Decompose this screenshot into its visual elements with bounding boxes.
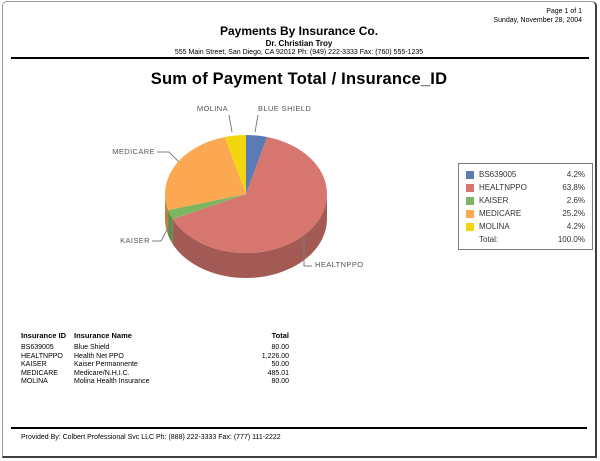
- report-date: Sunday, November 28, 2004: [493, 17, 582, 24]
- table-cell: Molina Health Insurance: [74, 378, 150, 386]
- pie-slice-label: BLUE SHIELD: [258, 104, 312, 113]
- pie-slice-label: HEALTNPPO: [315, 260, 364, 269]
- legend-item: MEDICARE 25.2%: [466, 207, 585, 220]
- table-cell: Health Net PPO: [74, 352, 124, 360]
- table-cell: 50.00: [271, 361, 289, 369]
- legend-item: BS639005 4.2%: [466, 168, 585, 181]
- table-row: MOLINA Molina Health Insurance 80.00: [21, 378, 289, 387]
- company-name: Payments By Insurance Co.: [219, 24, 379, 38]
- table-row: MEDICARE Medicare/N.H.I.C. 485.01: [21, 370, 289, 379]
- table-cell: 1,226.00: [261, 352, 289, 360]
- pie-slice-label: MEDICARE: [112, 147, 155, 156]
- pie-chart-svg: [152, 114, 327, 278]
- table-cell: KAISER: [21, 361, 47, 369]
- doctor-name: Dr. Christian Troy: [265, 39, 333, 48]
- pie-slice: [172, 137, 327, 253]
- legend-label: MOLINA: [479, 222, 510, 231]
- table-cell: 485.01: [267, 369, 289, 377]
- leader-line-healtnppo: [303, 236, 312, 267]
- legend-value: 4.2%: [566, 222, 585, 231]
- pie-slice-label: MOLINA: [196, 104, 228, 113]
- pie-slice-label: KAISER: [120, 236, 150, 245]
- legend-value: 2.6%: [566, 196, 585, 205]
- pie-slice: [165, 137, 246, 211]
- legend-swatch: [466, 183, 474, 192]
- table-header: Insurance Name: [74, 331, 132, 340]
- legend-item: MOLINA 4.2%: [466, 220, 585, 233]
- pie-slice-side: [165, 194, 169, 236]
- page-number: Page 1 of 1: [546, 8, 582, 15]
- table-cell: BS639005: [21, 344, 54, 351]
- legend-label: KAISER: [479, 196, 509, 205]
- footer-divider: [11, 427, 587, 429]
- table-cell: MEDICARE: [21, 369, 58, 377]
- chart-title: Sum of Payment Total / Insurance_ID: [150, 70, 448, 88]
- legend-item: KAISER 2.6%: [466, 194, 585, 207]
- leader-line-molina: [228, 114, 233, 133]
- pie-slice: [168, 194, 246, 220]
- table-cell: 80.00: [271, 378, 289, 386]
- legend-swatch: [466, 170, 474, 179]
- table-cell: Kaiser Permannente: [74, 361, 138, 369]
- footer-text: Provided By: Colbert Professional Svc LL…: [21, 434, 281, 441]
- legend-value: 25.2%: [562, 209, 585, 218]
- summary-table: Insurance ID Insurance Name Total BS639005 B…: [21, 331, 289, 387]
- table-header-row: Insurance ID Insurance Name Total: [21, 331, 289, 341]
- legend-swatch: [466, 209, 474, 218]
- practice-address: 555 Main Street, San Diego, CA 92012 Ph:…: [174, 49, 424, 56]
- legend-rows: BS639005 4.2% HEALTNPPO 63.8% KAISER 2.6…: [466, 168, 585, 233]
- table-header: Insurance ID: [21, 331, 67, 340]
- table-row: KAISER Kaiser Permannente 50.00: [21, 361, 289, 370]
- pie-slice: [224, 135, 246, 194]
- pie-slice: [246, 135, 268, 194]
- legend-label: MEDICARE: [479, 209, 522, 218]
- table-cell: 80.00: [271, 344, 289, 351]
- leader-line-medicare: [157, 151, 180, 163]
- legend-total-row: Total: 100.0%: [466, 233, 585, 246]
- pie-slice-side: [168, 210, 173, 245]
- legend-item: HEALTNPPO 63.8%: [466, 181, 585, 194]
- legend-label: BS639005: [479, 170, 517, 179]
- legend-total-value: 100.0%: [557, 235, 585, 244]
- table-cell: Medicare/N.H.I.C.: [74, 369, 130, 377]
- table-cell: MOLINA: [21, 378, 48, 386]
- leader-lines: [152, 114, 312, 267]
- leader-line-blue-shield: [254, 114, 259, 133]
- header-divider: [11, 57, 589, 59]
- pie-slice-side: [172, 194, 327, 278]
- legend-swatch: [466, 196, 474, 205]
- leader-line-kaiser: [152, 225, 170, 242]
- table-row: BS639005 Blue Shield 80.00: [21, 344, 289, 353]
- legend-total-label: Total:: [479, 235, 499, 244]
- legend-swatch: [466, 222, 474, 231]
- legend-value: 63.8%: [562, 183, 585, 192]
- table-cell: HEALTNPPO: [21, 352, 63, 360]
- table-row: HEALTNPPO Health Net PPO 1,226.00: [21, 353, 289, 362]
- legend-label: HEALTNPPO: [479, 183, 527, 192]
- table-header: Total: [271, 331, 289, 340]
- legend-value: 4.2%: [566, 170, 585, 179]
- pie-slices: [165, 135, 327, 278]
- table-cell: Blue Shield: [74, 344, 110, 351]
- chart-legend: BS639005 4.2% HEALTNPPO 63.8% KAISER 2.6…: [458, 163, 593, 250]
